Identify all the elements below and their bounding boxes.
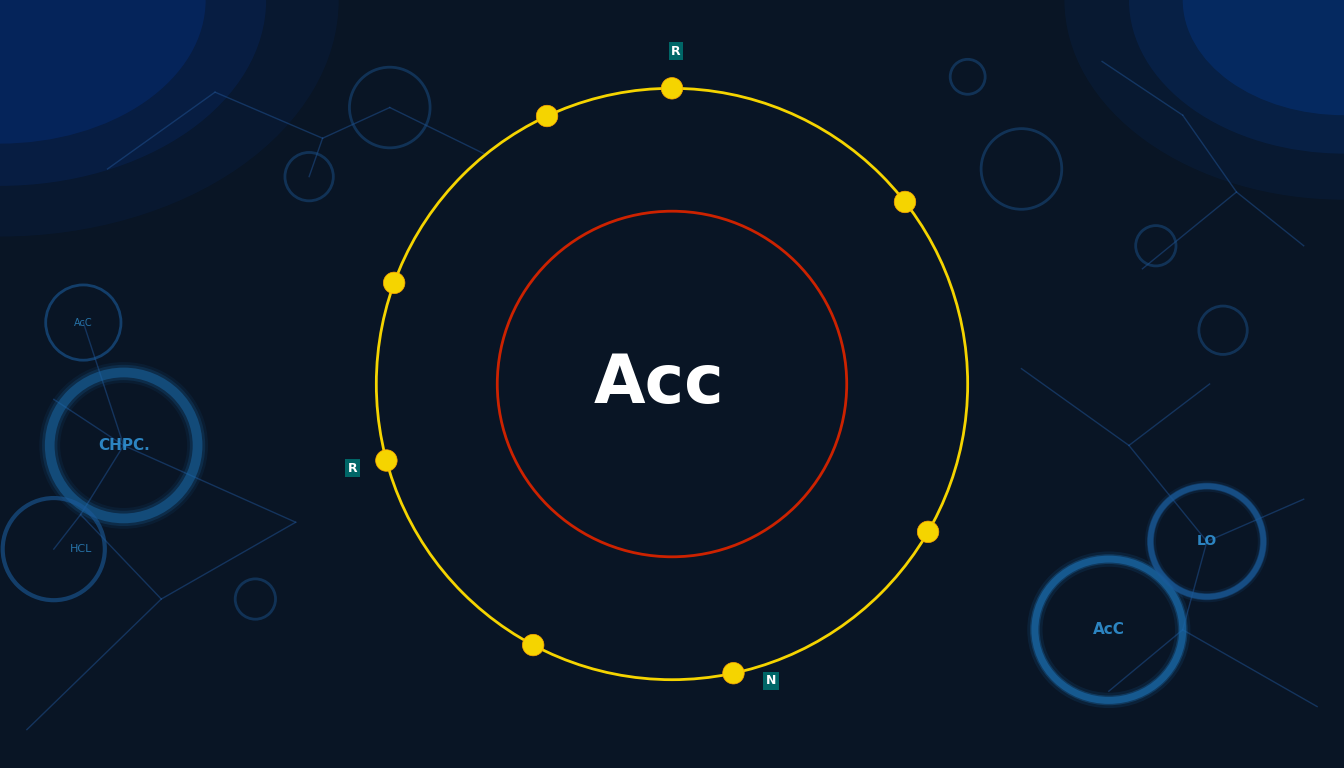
Text: LO: LO [1196,535,1218,548]
Ellipse shape [523,634,544,656]
Text: AcC: AcC [1093,622,1125,637]
Text: R: R [671,45,681,58]
Ellipse shape [661,78,683,99]
Ellipse shape [918,521,939,543]
Ellipse shape [383,272,405,293]
Text: N: N [766,674,777,687]
Text: R: R [348,462,358,475]
Ellipse shape [723,663,745,684]
Ellipse shape [375,450,396,472]
Text: AcC: AcC [74,317,93,328]
Ellipse shape [1129,0,1344,154]
Ellipse shape [1064,0,1344,200]
Text: HCL: HCL [70,544,91,554]
Ellipse shape [0,0,339,237]
Ellipse shape [0,0,206,144]
Text: Acc: Acc [593,351,724,417]
Ellipse shape [0,0,266,186]
Ellipse shape [1183,0,1344,115]
Ellipse shape [536,105,558,127]
Text: CHPC.: CHPC. [98,438,149,453]
Ellipse shape [894,191,915,213]
